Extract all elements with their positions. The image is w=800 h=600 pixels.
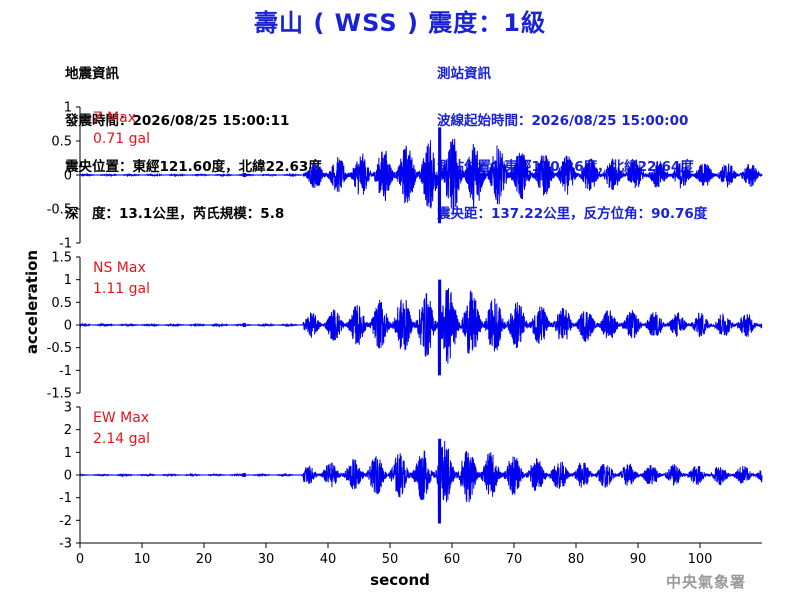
wave-start-time: 波線起始時間：2026/08/25 15:00:00 xyxy=(437,112,689,129)
y-tick-label: 1 xyxy=(64,101,72,116)
x-axis-label: second xyxy=(370,571,430,589)
origin-time: 發震時間：2026/08/25 15:00:11 xyxy=(65,112,290,129)
y-tick-label: 1.5 xyxy=(51,251,72,266)
max-value-ns: 1.11 gal xyxy=(93,281,150,297)
y-tick-label: -1 xyxy=(59,237,72,252)
distance-azimuth: 震央距：137.22公里，反方位角：90.76度 xyxy=(437,205,708,222)
x-tick-label: 70 xyxy=(506,552,523,567)
y-tick-label: 0.5 xyxy=(51,296,72,311)
y-tick-label: -3 xyxy=(59,537,72,552)
y-tick-label: 0 xyxy=(64,469,72,484)
earthquake-info: 地震資訊 發震時間：2026/08/25 15:00:11 震央位置：東經121… xyxy=(65,36,322,238)
station-info-heading: 測站資訊 xyxy=(437,66,491,82)
waveform-ns xyxy=(79,279,763,376)
y-tick-label: 1 xyxy=(64,446,72,461)
x-tick-label: 100 xyxy=(688,552,713,567)
y-axis-label: acceleration xyxy=(23,250,41,354)
y-tick-label: -1 xyxy=(59,491,72,506)
max-label-ew: EW Max xyxy=(93,410,149,426)
x-tick-label: 0 xyxy=(76,552,84,567)
x-tick-label: 90 xyxy=(630,552,647,567)
earthquake-info-heading: 地震資訊 xyxy=(65,66,119,82)
agency-watermark: 中央氣象署 xyxy=(665,573,746,591)
y-tick-label: 0.5 xyxy=(51,135,72,150)
y-tick-label: 0 xyxy=(64,319,72,334)
x-tick-label: 60 xyxy=(444,552,461,567)
y-tick-label: -1.5 xyxy=(47,387,72,402)
y-tick-label: 1 xyxy=(64,273,72,288)
max-label-ns: NS Max xyxy=(93,260,146,276)
waveform-ew xyxy=(79,438,763,524)
depth-magnitude: 深 度：13.1公里，芮氏規模：5.8 xyxy=(65,205,285,222)
epicenter-location: 震央位置：東經121.60度，北緯22.63度 xyxy=(65,159,322,175)
waveform-z xyxy=(79,127,763,224)
max-value-ew: 2.14 gal xyxy=(93,431,150,447)
y-tick-label: 0 xyxy=(64,169,72,184)
y-tick-label: 2 xyxy=(64,423,72,438)
y-tick-label: -2 xyxy=(59,514,72,529)
x-tick-label: 40 xyxy=(320,552,337,567)
x-tick-label: 20 xyxy=(196,552,213,567)
y-tick-label: -0.5 xyxy=(47,203,72,218)
x-tick-label: 30 xyxy=(258,552,275,567)
max-value-z: 0.71 gal xyxy=(93,131,150,147)
y-tick-label: -1 xyxy=(59,364,72,379)
x-tick-label: 50 xyxy=(382,552,399,567)
y-tick-label: 3 xyxy=(64,401,72,416)
x-tick-label: 10 xyxy=(134,552,151,567)
y-tick-label: -0.5 xyxy=(47,341,72,356)
max-label-z: Z Max xyxy=(93,110,136,126)
chart-title: 壽山 ( WSS ) 震度：1級 xyxy=(253,9,547,37)
x-tick-label: 80 xyxy=(568,552,585,567)
